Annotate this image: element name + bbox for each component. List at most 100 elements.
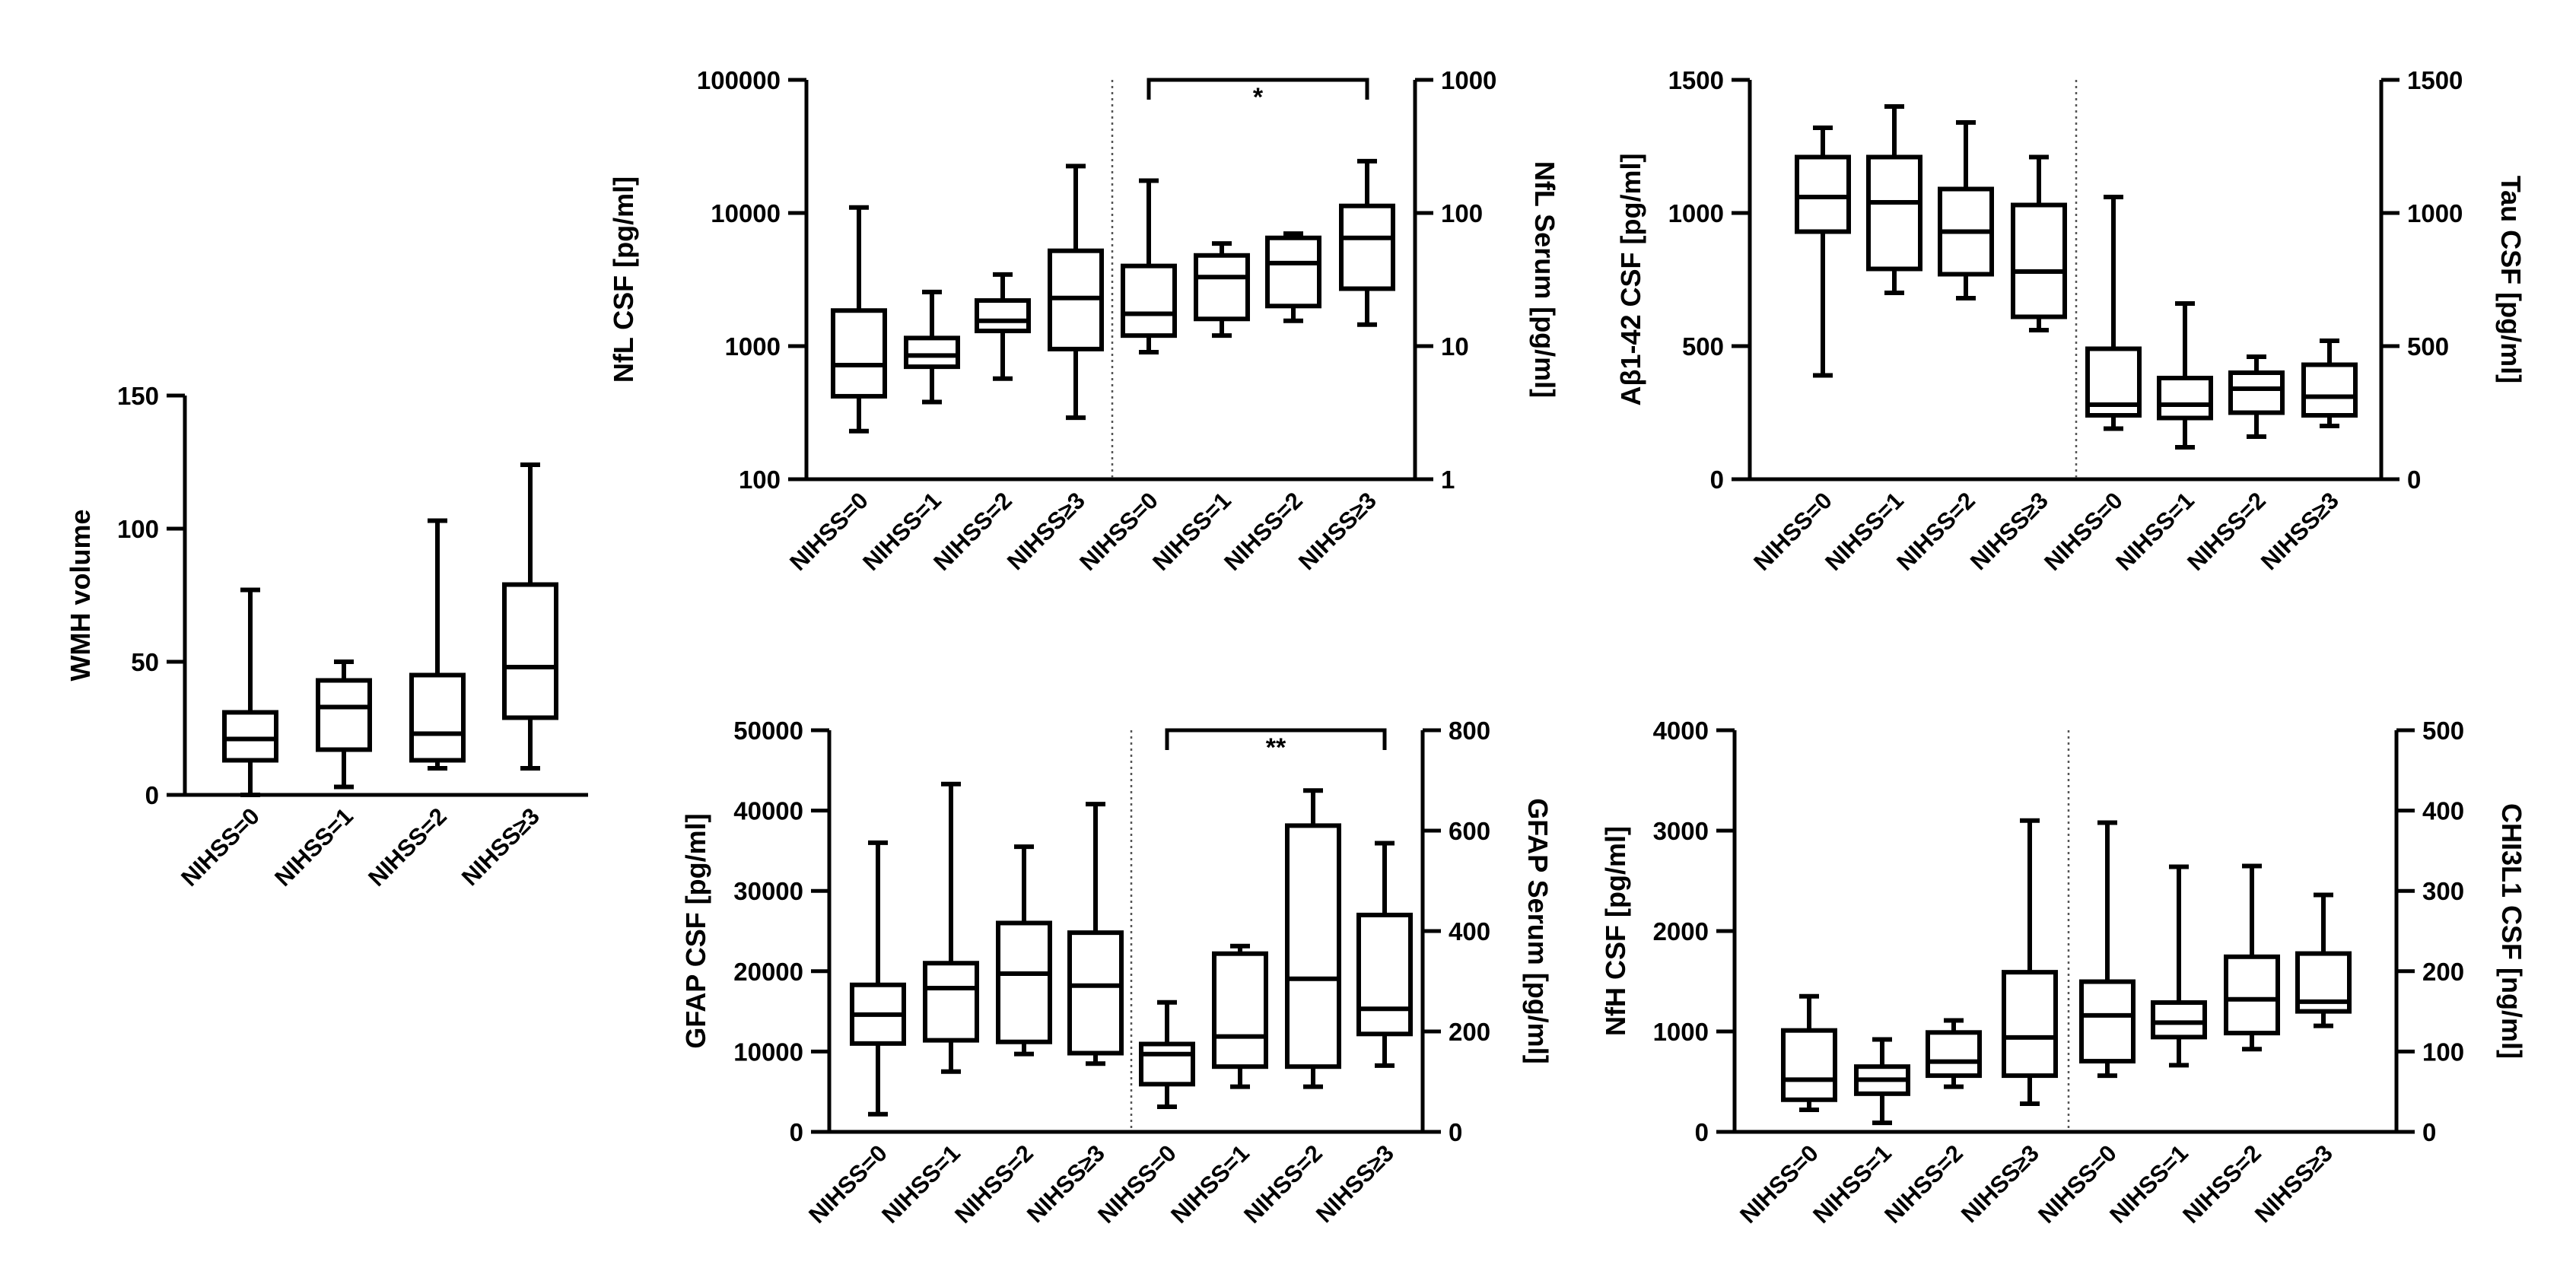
y-tick-label-left: 20000	[733, 958, 803, 986]
chart-nfl: 100 1000 10000 100000 1 10 100 1000 NfL CSF [pg/…	[608, 66, 1560, 576]
y-tick-label-right: 0	[1449, 1118, 1462, 1146]
y-tick-label-right: 500	[2407, 332, 2449, 361]
y-tick-label-left: 30000	[733, 877, 803, 905]
y-axis-title-right: NfL Serum [pg/ml]	[1529, 161, 1560, 398]
box-iqr	[1194, 253, 1250, 322]
box-plot	[1212, 943, 1268, 1089]
box-iqr	[1781, 1028, 1837, 1102]
x-category-label: NIHSS=1	[1820, 487, 1909, 576]
y-tick-label-left: 10000	[733, 1038, 803, 1066]
x-category-label: NIHSS≥3	[1002, 487, 1090, 575]
box-plot	[2295, 892, 2352, 1028]
y-tick-label-left: 100000	[697, 66, 781, 94]
box-plot	[1121, 178, 1177, 355]
y-tick-label-left: 10000	[711, 199, 781, 227]
box-iqr	[1866, 154, 1922, 272]
x-category-label: NIHSS=0	[176, 802, 265, 891]
box-plot	[1356, 841, 1413, 1068]
x-category-label: NIHSS=2	[2182, 487, 2271, 576]
x-category-label: NIHSS≥3	[2250, 1139, 2338, 1228]
box-plot	[1866, 104, 1922, 295]
box-iqr	[2011, 202, 2067, 319]
x-category-label: NIHSS=2	[1219, 487, 1308, 576]
y-tick-label-left: 500	[1682, 332, 1724, 361]
x-category-label: NIHSS≥3	[1956, 1139, 2044, 1228]
box-plot	[1854, 1037, 1910, 1126]
box-iqr	[923, 961, 979, 1043]
box-plot	[975, 272, 1031, 381]
y-tick-label-right: 1000	[2407, 199, 2463, 227]
significance-label: *	[1253, 83, 1264, 112]
box-plot	[1781, 993, 1837, 1112]
chart-nfh-chi3l1: 0 1000 2000 3000 4000 0 100 200 300 400 500 NfH CSF…	[1600, 717, 2527, 1228]
box-iqr	[2157, 376, 2213, 421]
y-tick-label-right: 800	[1449, 717, 1490, 745]
y-tick-label-left: 1000	[1653, 1018, 1709, 1046]
y-tick-label-left: 100	[739, 466, 781, 494]
y-axis-title-right: GFAP Serum [pg/ml]	[1522, 798, 1554, 1063]
box-plot	[923, 781, 979, 1074]
y-tick-label-left: 50	[131, 648, 159, 676]
significance-bracket: *	[1146, 78, 1369, 112]
box-iqr	[316, 678, 372, 752]
x-category-label: NIHSS=1	[269, 802, 358, 891]
x-category-label: NIHSS=1	[1808, 1139, 1897, 1228]
y-tick-label-right: 400	[1449, 917, 1490, 946]
x-category-label: NIHSS=1	[876, 1139, 965, 1228]
box-plot	[1938, 120, 1994, 300]
y-tick-label-left: 0	[790, 1118, 803, 1146]
significance-line	[1146, 78, 1369, 100]
y-tick-label-left: 0	[1710, 466, 1724, 494]
y-tick-label-right: 200	[2422, 958, 2464, 986]
y-tick-label-left: 4000	[1653, 717, 1709, 745]
y-tick-label-right: 0	[2422, 1118, 2436, 1146]
y-tick-label-right: 400	[2422, 797, 2464, 825]
box-plot	[850, 840, 906, 1117]
box-iqr	[1339, 203, 1395, 291]
box-plot	[2151, 864, 2207, 1068]
box-plot	[502, 462, 558, 771]
box-plot	[2224, 863, 2280, 1052]
y-tick-label-left: 100	[117, 515, 159, 543]
x-category-label: NIHSS=0	[1748, 487, 1837, 576]
y-tick-label-left: 0	[145, 781, 159, 809]
box-iqr	[2151, 1000, 2207, 1040]
box-plot	[1285, 788, 1341, 1089]
x-category-label: NIHSS=1	[2110, 487, 2199, 576]
x-category-label: NIHSS=2	[928, 487, 1017, 576]
box-iqr	[502, 582, 558, 720]
x-category-label: NIHSS≥3	[456, 802, 545, 891]
box-plot	[2011, 154, 2067, 332]
x-category-label: NIHSS=0	[1092, 1139, 1181, 1228]
x-category-label: NIHSS=1	[1147, 487, 1236, 576]
y-axis-title-right: Tau CSF [pg/ml]	[2495, 176, 2527, 383]
y-tick-label-left: 40000	[733, 797, 803, 825]
box-plot	[2301, 338, 2358, 428]
y-tick-label-left: 50000	[733, 717, 803, 745]
x-category-label: NIHSS=2	[949, 1139, 1038, 1228]
x-category-label: NIHSS=0	[1074, 487, 1163, 576]
box-iqr	[1285, 823, 1341, 1069]
chart-abeta-tau: 0 500 1000 1500 0 500 1000 1500 Aβ1-42 CSF [pg/m…	[1615, 66, 2527, 576]
x-category-label: NIHSS=2	[363, 802, 452, 891]
y-tick-label-left: 1000	[1668, 199, 1724, 227]
box-iqr	[1139, 1041, 1195, 1087]
x-category-label: NIHSS=2	[1239, 1139, 1328, 1228]
box-iqr	[1795, 154, 1851, 234]
y-axis-title-left: WMH volume	[65, 509, 96, 681]
box-iqr	[2301, 362, 2358, 418]
box-iqr	[1067, 930, 1124, 1056]
y-tick-label-right: 500	[2422, 717, 2464, 745]
box-plot	[1339, 158, 1395, 327]
box-plot	[1139, 1000, 1195, 1109]
y-tick-label-right: 10	[1441, 332, 1469, 361]
y-tick-label-left: 1500	[1668, 66, 1724, 94]
y-tick-label-right: 100	[2422, 1038, 2464, 1066]
y-axis-title-left: NfL CSF [pg/ml]	[608, 176, 639, 383]
box-plot	[904, 289, 960, 405]
box-iqr	[1212, 951, 1268, 1069]
x-category-label: NIHSS=0	[784, 487, 873, 576]
x-category-label: NIHSS=0	[803, 1139, 892, 1228]
box-plot	[2085, 195, 2142, 431]
